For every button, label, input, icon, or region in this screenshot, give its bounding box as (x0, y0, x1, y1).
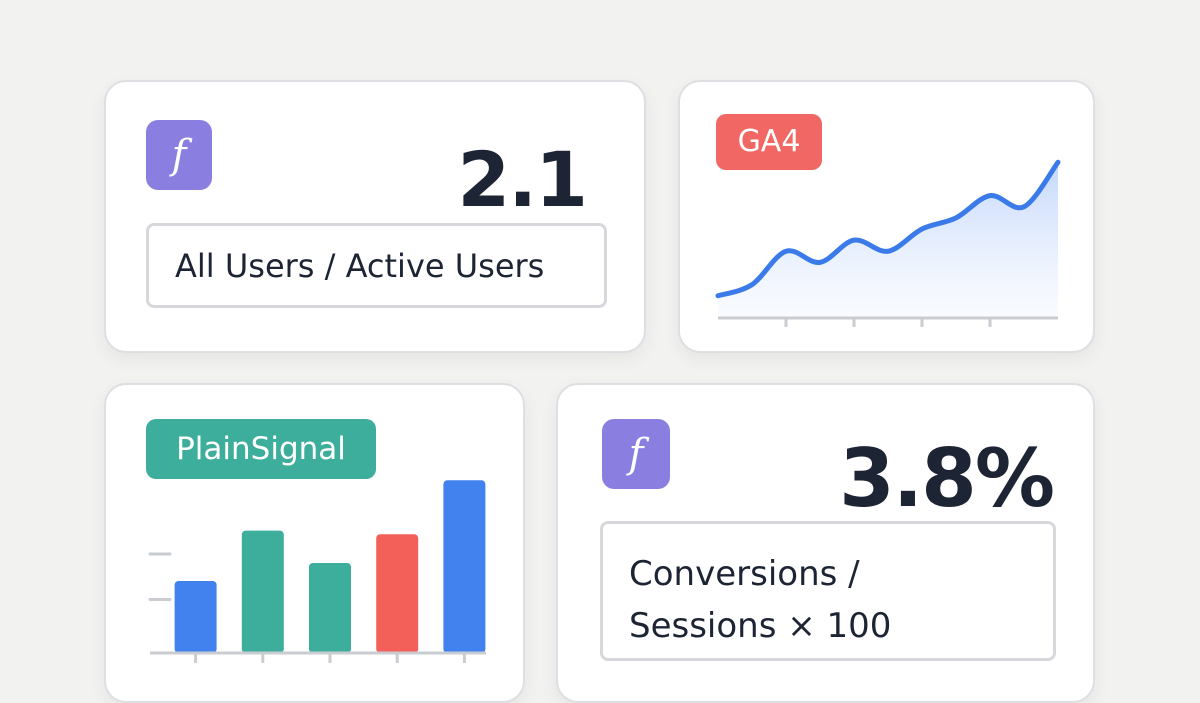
ga4-chart-card[interactable]: GA4 (678, 80, 1095, 353)
plain-bar (242, 531, 284, 653)
function-icon-glyph: f (172, 135, 187, 175)
metric-value: 2.1 (457, 142, 586, 218)
plain-bar (443, 480, 485, 653)
plainsignal-chart-card[interactable]: PlainSignal (104, 383, 525, 703)
ga4-line-chart (680, 82, 1095, 353)
metric-card-conversion-rate[interactable]: f 3.8% Conversions / Sessions × 100 (556, 383, 1095, 703)
plain-bar (309, 563, 351, 653)
metric-value: 3.8% (839, 439, 1053, 519)
formula-text: All Users / Active Users (175, 247, 544, 285)
metric-card-users-ratio[interactable]: f 2.1 All Users / Active Users (104, 80, 646, 353)
function-icon: f (146, 120, 212, 190)
ga4-area-fill (718, 162, 1058, 318)
formula-text-line-2: Sessions × 100 (629, 600, 1053, 652)
plainsignal-bar-chart (106, 385, 525, 703)
function-icon: f (602, 419, 670, 489)
formula-text-line-1: Conversions / (629, 548, 1053, 600)
plain-bar (175, 581, 217, 653)
function-icon-glyph: f (629, 434, 644, 474)
formula-box: Conversions / Sessions × 100 (600, 521, 1056, 661)
plain-bar (376, 534, 418, 653)
formula-box: All Users / Active Users (146, 223, 607, 308)
